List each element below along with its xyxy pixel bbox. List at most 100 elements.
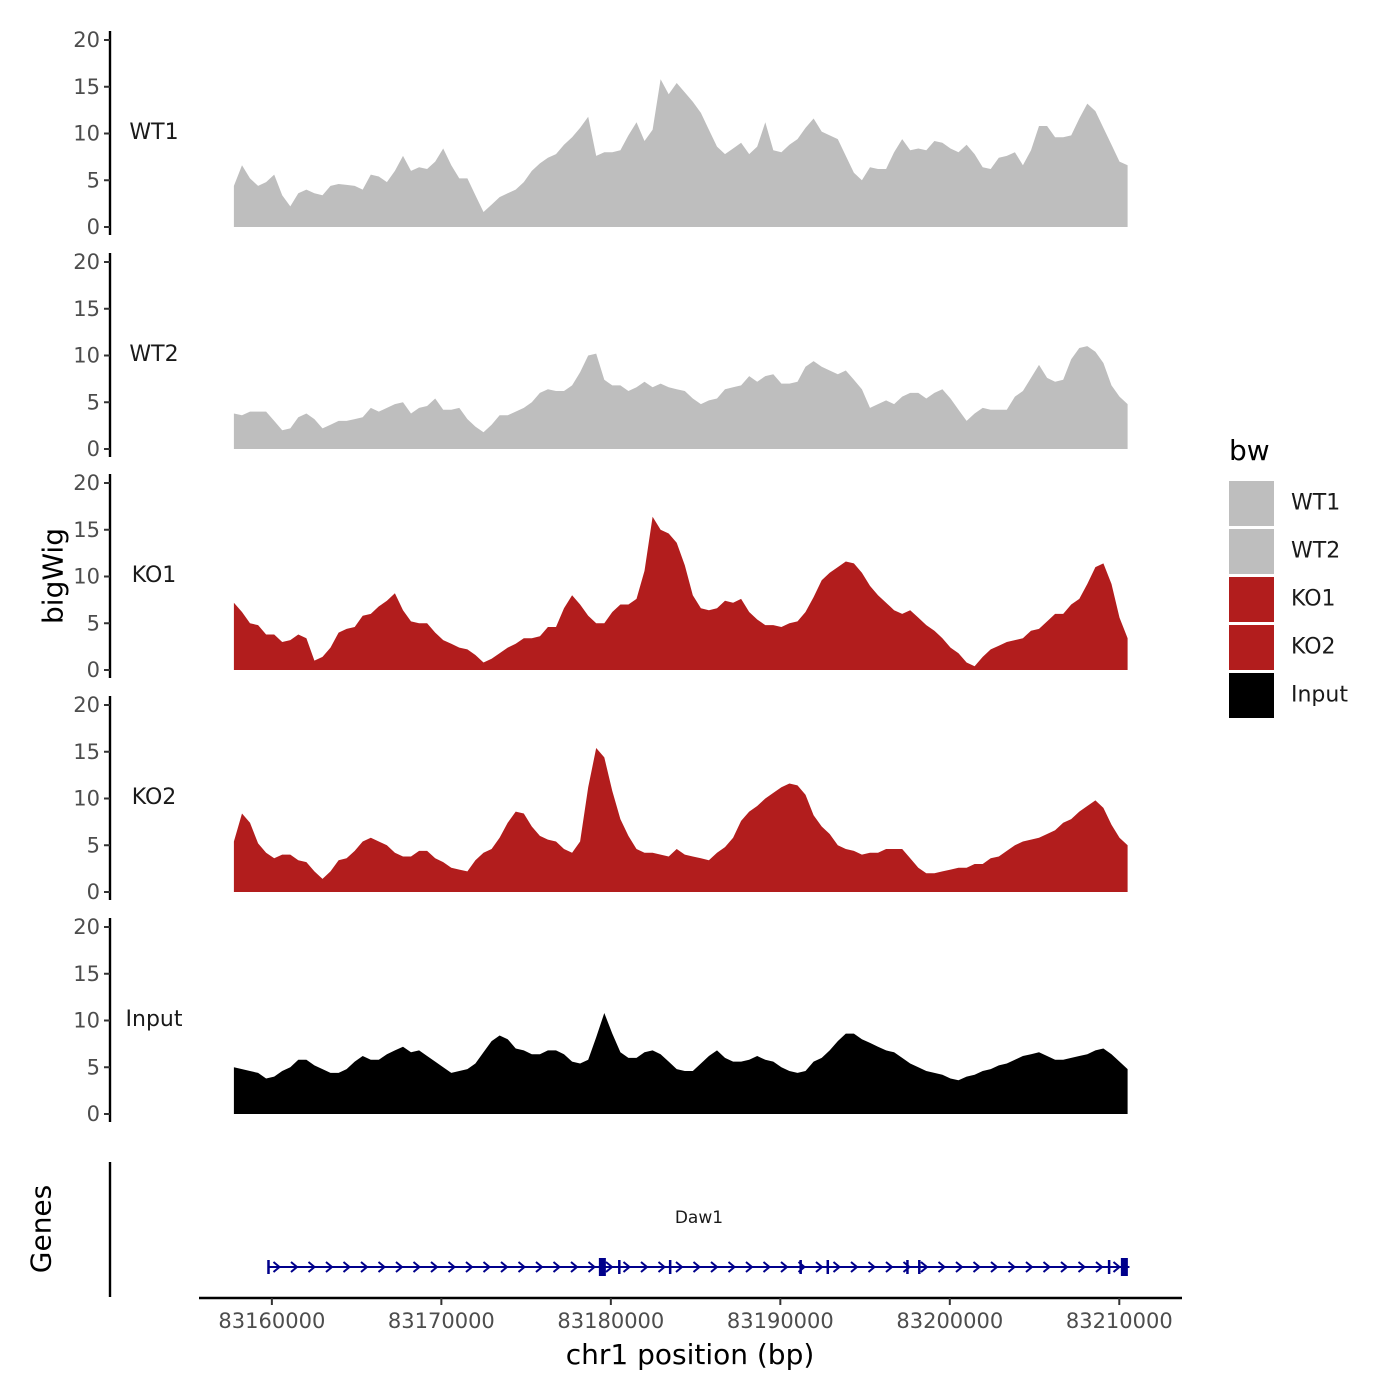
y-tick-label: 0 <box>87 1102 100 1126</box>
x-tick-label: 83180000 <box>557 1309 664 1333</box>
legend-item-wt2: WT2 <box>1229 529 1340 574</box>
y-tick-label: 10 <box>73 787 100 811</box>
x-axis-title: chr1 position (bp) <box>566 1338 815 1371</box>
genes-axis-title: Genes <box>25 1185 58 1273</box>
strand-arrow <box>535 1261 544 1273</box>
y-tick-label: 10 <box>73 122 100 146</box>
strand-arrow <box>517 1261 527 1273</box>
strand-arrow <box>692 1261 702 1273</box>
y-tick-label: 20 <box>73 28 100 52</box>
strand-arrow <box>1007 1261 1017 1273</box>
strand-arrow <box>377 1261 387 1273</box>
track-label: KO1 <box>132 563 177 588</box>
y-tick-label: 10 <box>73 1009 100 1033</box>
x-tick-label: 83190000 <box>727 1309 834 1333</box>
exon <box>668 1260 672 1274</box>
legend-label: Input <box>1291 683 1348 708</box>
strand-arrow <box>920 1261 929 1273</box>
strand-arrow <box>832 1261 842 1273</box>
signal-area-ko2 <box>233 748 1128 892</box>
strand-arrow <box>1095 1261 1104 1273</box>
gene-panel: Daw1 <box>108 1162 1130 1297</box>
legend: bw WT1 WT2 KO1 KO2 Input <box>1229 434 1348 718</box>
strand-arrow <box>587 1261 597 1273</box>
legend-items: WT1 WT2 KO1 KO2 Input <box>1229 481 1348 718</box>
x-tick-label: 83210000 <box>1066 1309 1173 1333</box>
exon <box>598 1258 606 1276</box>
legend-label: WT2 <box>1291 539 1340 564</box>
exon <box>906 1260 909 1274</box>
strand-arrow <box>570 1261 579 1273</box>
x-axis: 83160000 83170000 83180000 83190000 83200000… <box>199 1296 1182 1333</box>
track-label: Input <box>126 1007 183 1032</box>
strand-arrow <box>780 1261 789 1273</box>
y-tick-label: 5 <box>87 833 100 857</box>
legend-label: KO1 <box>1291 587 1336 612</box>
signal-area-wt1 <box>233 79 1128 227</box>
legend-swatch <box>1229 673 1274 718</box>
y-tick-label: 15 <box>73 297 100 321</box>
legend-title: bw <box>1229 434 1270 467</box>
gene-models: Daw1 <box>267 1208 1130 1276</box>
strand-arrow <box>447 1261 457 1273</box>
y-axis-title: bigWig <box>37 528 70 624</box>
y-tick-label: 5 <box>87 611 100 635</box>
track-label: WT1 <box>129 120 178 145</box>
legend-item-ko1: KO1 <box>1229 577 1336 622</box>
x-axis-ticks: 83160000 83170000 83180000 83190000 83200000… <box>218 1298 1173 1333</box>
strand-arrow <box>482 1261 492 1273</box>
strand-arrow <box>395 1261 404 1273</box>
strand-arrow <box>342 1261 352 1273</box>
signal-area-ko1 <box>233 516 1128 670</box>
strand-arrow <box>675 1261 684 1273</box>
exon <box>1120 1258 1128 1276</box>
exon <box>1107 1260 1111 1274</box>
tracks-layer: 0 5 10 15 20 WT1 0 5 10 15 20 WT2 0 5 10 15 20 KO1 0 5 10 15 2… <box>73 28 1128 1126</box>
y-tick-label: 15 <box>73 962 100 986</box>
legend-swatch <box>1229 529 1274 574</box>
legend-label: WT1 <box>1291 491 1340 516</box>
strand-arrow <box>325 1261 334 1273</box>
strand-arrow <box>762 1261 772 1273</box>
strand-arrow <box>902 1261 912 1273</box>
track-ko2: 0 5 10 15 20 KO2 <box>73 693 1128 904</box>
exon <box>918 1260 921 1274</box>
y-tick-label: 15 <box>73 75 100 99</box>
strand-arrow <box>937 1261 947 1273</box>
strand-arrow <box>307 1261 317 1273</box>
y-tick-label: 5 <box>87 1055 100 1079</box>
exon <box>799 1260 802 1274</box>
strand-arrow <box>430 1261 439 1273</box>
exon <box>618 1260 621 1274</box>
y-tick-label: 5 <box>87 390 100 414</box>
y-tick-label: 5 <box>87 168 100 192</box>
strand-arrow <box>1112 1261 1122 1273</box>
track-wt2: 0 5 10 15 20 WT2 <box>73 250 1128 461</box>
strand-arrow <box>412 1261 422 1273</box>
y-tick-label: 20 <box>73 915 100 939</box>
track-label: WT2 <box>129 342 178 367</box>
strand-arrow <box>1042 1261 1052 1273</box>
legend-swatch <box>1229 577 1274 622</box>
track-ko1: 0 5 10 15 20 KO1 <box>73 471 1128 682</box>
track-input: 0 5 10 15 20 Input <box>73 915 1128 1126</box>
y-tick-label: 20 <box>73 693 100 717</box>
strand-arrow <box>710 1261 719 1273</box>
y-tick-label: 15 <box>73 518 100 542</box>
y-tick-label: 10 <box>73 565 100 589</box>
strand-arrow <box>552 1261 562 1273</box>
y-tick-label: 0 <box>87 658 100 682</box>
strand-arrow <box>272 1261 282 1273</box>
strand-arrow <box>1025 1261 1034 1273</box>
x-tick-label: 83160000 <box>218 1309 325 1333</box>
strand-arrow <box>465 1261 474 1273</box>
gene-model-daw1: Daw1 <box>267 1208 1130 1276</box>
strand-arrow <box>360 1261 369 1273</box>
legend-swatch <box>1229 625 1274 670</box>
x-tick-label: 83200000 <box>896 1309 1003 1333</box>
strand-arrow <box>500 1261 509 1273</box>
track-label: KO2 <box>132 785 177 810</box>
legend-item-input: Input <box>1229 673 1348 718</box>
track-wt1: 0 5 10 15 20 WT1 <box>73 28 1128 239</box>
